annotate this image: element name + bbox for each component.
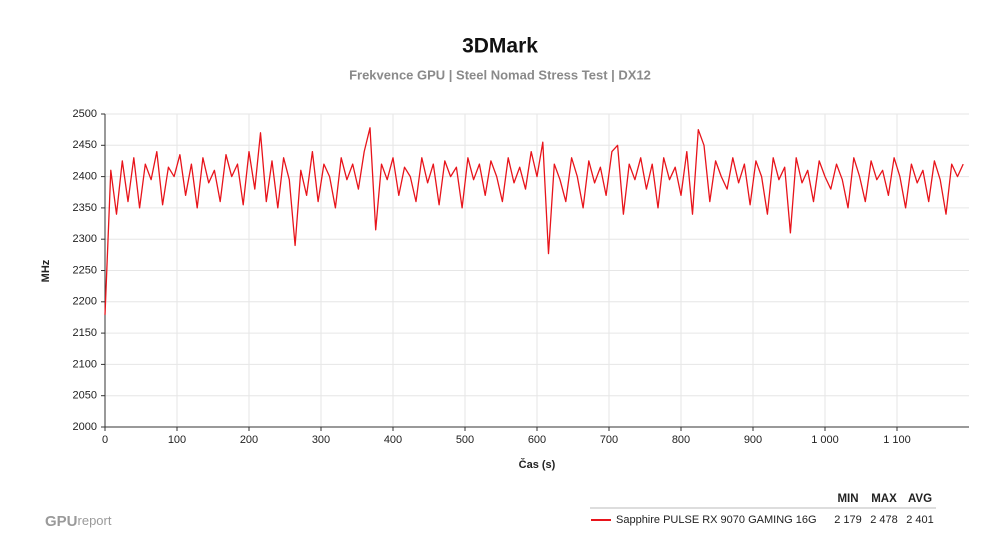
x-tick-label: 200 [240,434,258,446]
legend-stat: 2 179 [834,514,862,526]
x-tick-label: 800 [672,434,690,446]
x-tick-label: 900 [744,434,762,446]
y-tick-label: 2200 [73,296,97,308]
legend-header: AVG [908,493,932,505]
watermark-bold: GPU [45,513,78,530]
y-tick-label: 2350 [73,202,97,214]
y-tick-label: 2050 [73,390,97,402]
legend-stat: 2 478 [870,514,898,526]
y-tick-label: 2000 [73,421,97,433]
watermark-light: report [78,513,112,528]
line [104,127,964,315]
legend-header: MAX [871,493,897,505]
y-tick-label: 2150 [73,327,97,339]
x-tick-label: 0 [102,434,108,446]
x-axis-label: Čas (s) [519,458,556,471]
y-tick-label: 2500 [73,108,97,120]
x-tick-label: 600 [528,434,546,446]
watermark: GPUreport [45,513,112,530]
y-tick-label: 2450 [73,139,97,151]
x-tick-label: 1 100 [883,434,911,446]
chart-subtitle: Frekvence GPU | Steel Nomad Stress Test … [349,67,651,82]
legend-header: MIN [837,493,858,505]
y-tick-label: 2300 [73,233,97,245]
y-tick-label: 2100 [73,358,97,370]
x-tick-label: 1 000 [811,434,839,446]
x-tick-label: 400 [384,434,402,446]
x-tick-label: 500 [456,434,474,446]
x-tick-label: 100 [168,434,186,446]
chart-title: 3DMark [462,35,538,58]
y-tick-label: 2250 [73,264,97,276]
x-tick-label: 300 [312,434,330,446]
x-tick-label: 700 [600,434,618,446]
legend-label: Sapphire PULSE RX 9070 GAMING 16G [616,514,817,526]
y-axis-label: MHz [40,259,52,282]
legend-stat: 2 401 [906,514,934,526]
y-tick-label: 2400 [73,171,97,183]
